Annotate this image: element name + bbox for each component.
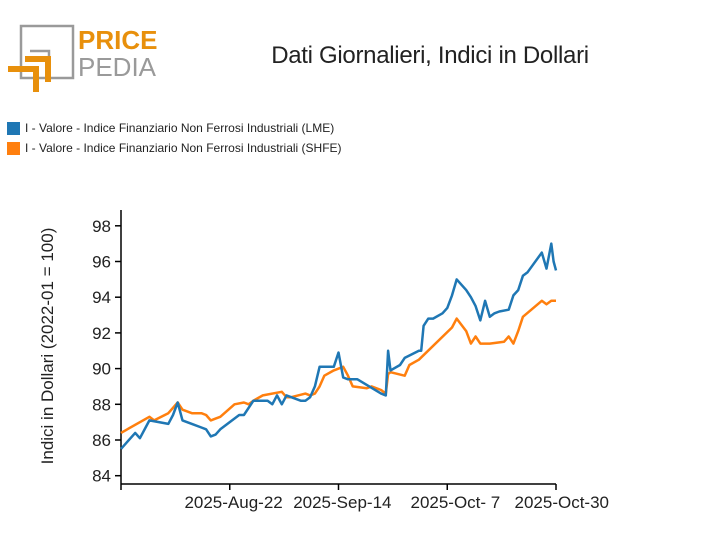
x-tick-label: 2025-Oct- 7 xyxy=(410,493,500,512)
legend-swatch-shfe xyxy=(7,141,20,155)
x-tick-label: 2025-Sep-14 xyxy=(293,493,391,512)
y-tick-label: 88 xyxy=(92,395,111,414)
series-line-shfe xyxy=(120,299,556,434)
y-axis-title: Indici in Dollari (2022-01 = 100) xyxy=(38,228,57,465)
x-tick-label: 2025-Aug-22 xyxy=(184,493,282,512)
y-tick-label: 84 xyxy=(92,467,111,486)
chart-title: Dati Giornalieri, Indici in Dollari xyxy=(271,42,589,69)
logo-text-pedia: PEDIA xyxy=(78,52,157,82)
legend-swatch-lme xyxy=(7,121,20,135)
legend-item-lme[interactable]: I - Valore - Indice Finanziario Non Ferr… xyxy=(7,118,342,138)
legend-label-shfe: I - Valore - Indice Finanziario Non Ferr… xyxy=(25,141,342,155)
pricepedia-logo: PRICE PEDIA xyxy=(8,22,168,92)
legend-item-shfe[interactable]: I - Valore - Indice Finanziario Non Ferr… xyxy=(7,138,342,158)
logo-text-price: PRICE xyxy=(78,25,157,55)
x-tick-label: 2025-Oct-30 xyxy=(515,493,610,512)
y-tick-label: 96 xyxy=(92,253,111,272)
y-tick-label: 94 xyxy=(92,288,111,307)
y-tick-label: 98 xyxy=(92,217,111,236)
y-tick-label: 90 xyxy=(92,360,111,379)
series-line-lme xyxy=(120,242,558,450)
y-tick-label: 92 xyxy=(92,324,111,343)
legend-label-lme: I - Valore - Indice Finanziario Non Ferr… xyxy=(25,121,335,135)
y-tick-label: 86 xyxy=(92,431,111,450)
legend: I - Valore - Indice Finanziario Non Ferr… xyxy=(7,118,342,158)
